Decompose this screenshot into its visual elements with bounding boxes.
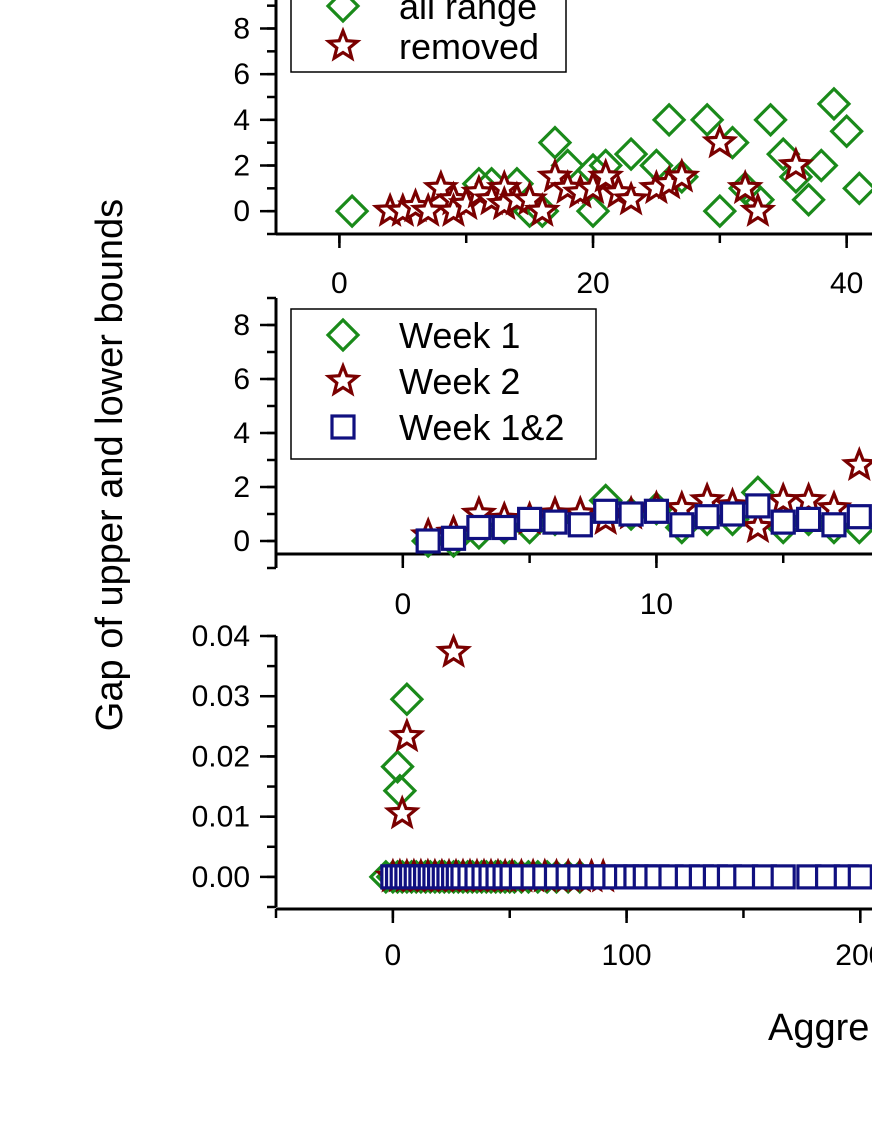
data-point <box>821 512 847 538</box>
data-point <box>567 512 593 538</box>
y-tick-label: 0 <box>233 525 250 558</box>
legend-marker <box>324 26 362 62</box>
y-tick-label: 0.02 <box>192 740 250 773</box>
y-tick-label: 2 <box>233 471 250 504</box>
data-point <box>613 136 649 172</box>
y-tick-label: 2 <box>233 150 250 183</box>
data-point <box>694 504 720 530</box>
data-point <box>388 717 426 753</box>
x-axis-title: Aggre <box>768 1007 869 1049</box>
data-point <box>523 191 561 227</box>
data-point <box>765 136 801 172</box>
data-point <box>847 864 872 890</box>
y-tick-label: 0.03 <box>192 680 250 713</box>
y-tick-label: 8 <box>233 13 250 46</box>
data-point <box>380 749 415 784</box>
data-point <box>726 168 764 205</box>
x-tick-label: 10 <box>640 588 673 621</box>
data-point <box>389 681 425 717</box>
data-point <box>334 193 370 229</box>
data-point <box>829 113 864 149</box>
data-point <box>702 193 738 229</box>
data-point <box>689 102 725 138</box>
data-point <box>466 514 492 541</box>
data-point <box>777 146 815 182</box>
x-tick-label: 0 <box>394 588 411 621</box>
data-point <box>593 498 619 524</box>
data-point <box>840 446 872 482</box>
data-point <box>440 525 467 551</box>
data-point <box>770 864 796 890</box>
legend-label: removed <box>399 26 539 67</box>
data-point <box>842 171 872 206</box>
y-tick-label: 4 <box>233 417 250 450</box>
legend-marker <box>324 361 362 397</box>
data-point <box>791 182 826 218</box>
data-point <box>575 193 611 229</box>
y-tick-label: 6 <box>233 363 250 396</box>
y-tick-label: 0.01 <box>192 801 250 834</box>
y-axis-title: Gap of upper and lower bounds <box>89 199 131 731</box>
data-point <box>846 504 872 530</box>
y-tick-label: 6 <box>233 58 250 91</box>
x-tick-label: 0 <box>385 939 402 972</box>
x-tick-label: 100 <box>602 939 652 972</box>
data-point <box>517 506 543 532</box>
legend-marker <box>325 0 361 24</box>
legend-label: Week 1 <box>399 315 520 356</box>
series-week-1-2 <box>380 864 872 890</box>
y-tick-label: 0 <box>233 195 250 228</box>
data-point <box>764 481 802 517</box>
x-tick-label: 200 <box>835 939 872 972</box>
legend: Week 1 Week 2 Week 1&2 <box>290 308 597 460</box>
data-point <box>669 512 695 538</box>
panel-middle: 0 2 4 6 8 0 10 Week 1 Week 2 Week 1&2 <box>233 296 872 621</box>
data-point <box>415 528 441 554</box>
data-point <box>701 123 739 159</box>
series-week-2 <box>374 632 622 893</box>
data-point <box>745 493 771 519</box>
data-point <box>612 180 650 216</box>
data-point <box>816 86 852 122</box>
data-point <box>542 509 568 535</box>
data-point <box>651 102 687 138</box>
x-tick-label: 40 <box>830 267 863 300</box>
data-point <box>643 498 670 524</box>
data-point <box>587 157 625 193</box>
data-point <box>491 514 517 541</box>
data-point <box>739 191 777 227</box>
y-tick-label: 0.00 <box>192 861 250 894</box>
data-point <box>719 501 746 527</box>
data-point <box>778 159 814 195</box>
data-point <box>739 508 777 544</box>
data-point <box>383 794 421 830</box>
data-point <box>753 102 788 138</box>
y-tick-label: 8 <box>233 309 250 342</box>
data-point <box>795 506 822 532</box>
y-tick-label: 4 <box>233 104 250 137</box>
legend-box <box>290 0 567 73</box>
data-point <box>770 509 796 535</box>
legend-marker <box>325 317 361 353</box>
x-tick-label: 20 <box>576 267 609 300</box>
y-tick-label: 0.04 <box>192 620 250 653</box>
x-tick-label: 0 <box>331 267 348 300</box>
legend-label: Week 2 <box>399 361 520 402</box>
legend-marker <box>330 414 356 440</box>
data-point <box>435 632 473 668</box>
panel-bottom: 0.00 0.01 0.02 0.03 0.04 0 100 200 <box>192 620 872 972</box>
series-week-1-2 <box>415 493 872 554</box>
legend-label: Week 1&2 <box>399 407 564 448</box>
data-point <box>618 501 644 527</box>
series-removed <box>371 123 815 227</box>
legend-label: all range <box>399 0 537 27</box>
data-point <box>663 157 701 193</box>
